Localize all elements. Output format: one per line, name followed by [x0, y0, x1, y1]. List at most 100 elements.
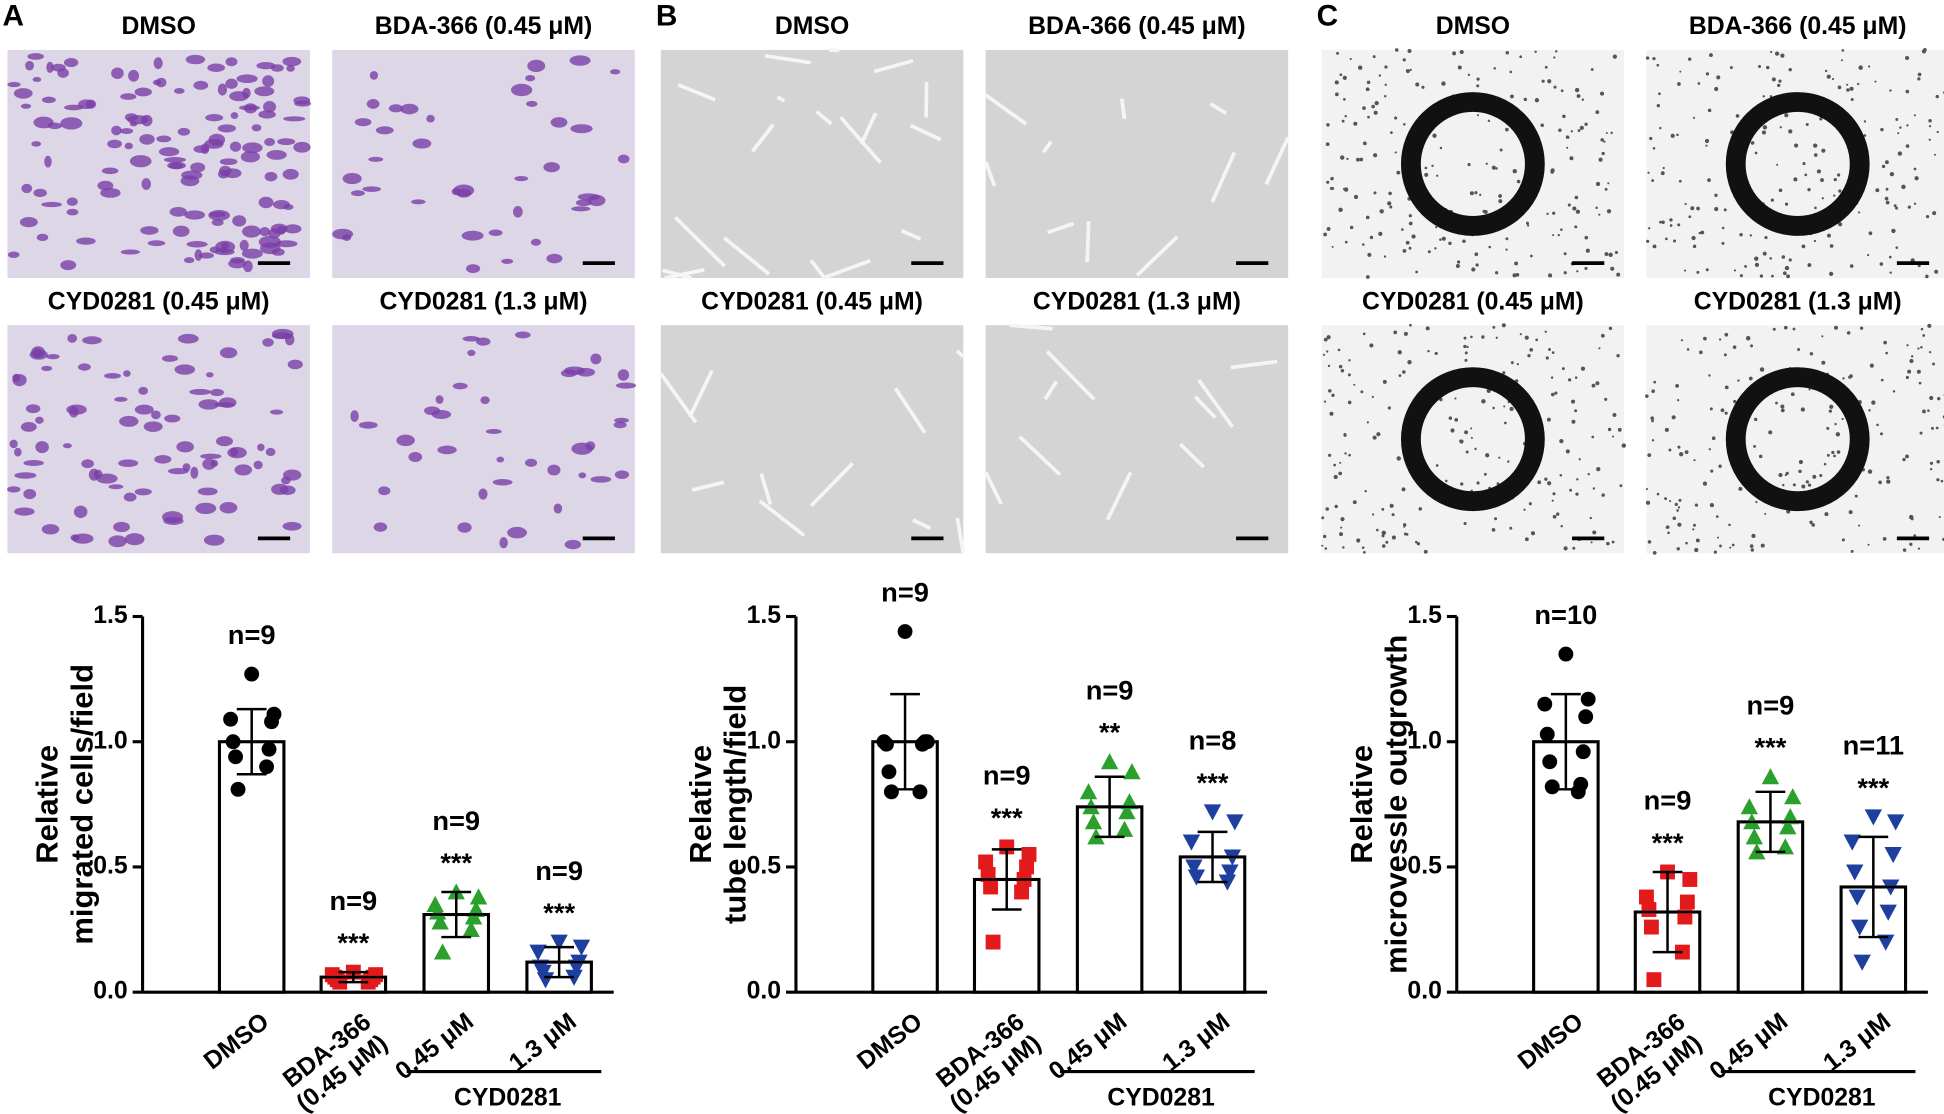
tube	[1018, 435, 1062, 477]
sprout	[1802, 162, 1806, 166]
sprout	[1577, 129, 1581, 132]
sprout	[1341, 119, 1345, 123]
cell	[350, 410, 359, 422]
sprout	[1338, 364, 1343, 369]
sprout	[1362, 106, 1366, 110]
cell	[124, 142, 133, 150]
sprout	[1535, 338, 1539, 342]
sprout	[1575, 492, 1579, 496]
sprout	[1381, 530, 1386, 536]
cell	[526, 100, 538, 107]
cell	[123, 370, 131, 377]
sprout	[1733, 399, 1737, 404]
sprout	[1411, 234, 1416, 239]
sprout	[1713, 550, 1717, 554]
sprout	[1708, 448, 1711, 451]
sprout	[1652, 57, 1656, 61]
sprout	[1780, 53, 1785, 58]
data-point	[1079, 783, 1098, 800]
cell	[209, 211, 226, 218]
sprout	[1333, 463, 1336, 467]
sprout	[1403, 123, 1406, 126]
sprout	[1334, 504, 1338, 509]
sprout	[1867, 543, 1870, 546]
sprout	[1670, 133, 1675, 138]
sprout	[1880, 378, 1884, 382]
sprout	[1459, 49, 1464, 55]
cell	[461, 230, 484, 241]
sprout	[1389, 205, 1393, 209]
sprout	[1693, 459, 1696, 462]
sprout	[1928, 138, 1931, 141]
sprout	[1425, 326, 1430, 331]
sprout	[1466, 345, 1469, 349]
sprout	[1553, 56, 1556, 59]
sprout	[1760, 543, 1765, 548]
sprout	[1407, 48, 1412, 54]
sprout	[1750, 344, 1754, 348]
sprout	[1661, 220, 1665, 224]
cell	[388, 104, 403, 113]
sprout	[1617, 427, 1622, 432]
data-point	[1187, 869, 1206, 886]
sprout	[1502, 371, 1506, 375]
cell	[100, 188, 121, 198]
cell	[7, 486, 21, 493]
data-point	[1578, 709, 1594, 725]
sprout	[1340, 526, 1343, 529]
sprout	[1770, 50, 1773, 54]
sprout	[1367, 115, 1370, 119]
sprout	[1886, 475, 1890, 480]
sprout	[1540, 123, 1544, 127]
sprout	[1407, 360, 1412, 365]
sprout	[1557, 233, 1560, 237]
y-axis-label: Relativemicrovessle outgrowth	[1344, 635, 1414, 974]
sprout	[1841, 417, 1844, 421]
error-bar	[219, 707, 284, 776]
cell	[41, 365, 53, 372]
sprout	[1936, 460, 1940, 464]
cell	[242, 142, 263, 154]
group-label: CYD0281	[1107, 1084, 1215, 1111]
sprout	[1824, 512, 1829, 517]
sprout	[1714, 207, 1719, 212]
sprout	[1858, 65, 1863, 70]
sprout	[1389, 503, 1394, 508]
x-tick-label: 0.45 μM	[1044, 1008, 1132, 1085]
cell	[499, 537, 508, 549]
sprout	[1918, 381, 1922, 385]
sprout	[1933, 153, 1936, 156]
sprout	[1759, 367, 1765, 372]
sprout	[1850, 549, 1854, 553]
sprout	[1510, 361, 1514, 365]
sprout	[1409, 68, 1412, 71]
sprout	[1565, 449, 1570, 454]
tube	[912, 518, 932, 531]
sprout	[1346, 157, 1349, 161]
cell	[197, 487, 218, 496]
sprout	[1867, 65, 1871, 68]
sprout	[1343, 433, 1347, 437]
sprout	[1544, 330, 1547, 333]
tube	[909, 123, 942, 142]
cell	[9, 439, 18, 449]
sprout	[1379, 209, 1384, 214]
sprout	[1854, 494, 1858, 498]
sprout	[1705, 72, 1710, 76]
cell	[225, 57, 238, 67]
sprout	[1328, 389, 1332, 393]
data-point	[244, 666, 260, 682]
sprout	[1913, 114, 1916, 117]
sprout	[1591, 383, 1596, 388]
sprout	[1753, 444, 1757, 448]
data-point	[1542, 754, 1558, 770]
tube	[750, 123, 775, 153]
sprout	[1848, 375, 1852, 379]
cell	[20, 103, 32, 109]
sprout	[1816, 169, 1821, 174]
sprout	[1494, 517, 1498, 521]
sprout	[1391, 513, 1395, 517]
sprout	[1571, 419, 1576, 424]
sprout	[1402, 370, 1406, 374]
sprout	[1331, 393, 1335, 397]
